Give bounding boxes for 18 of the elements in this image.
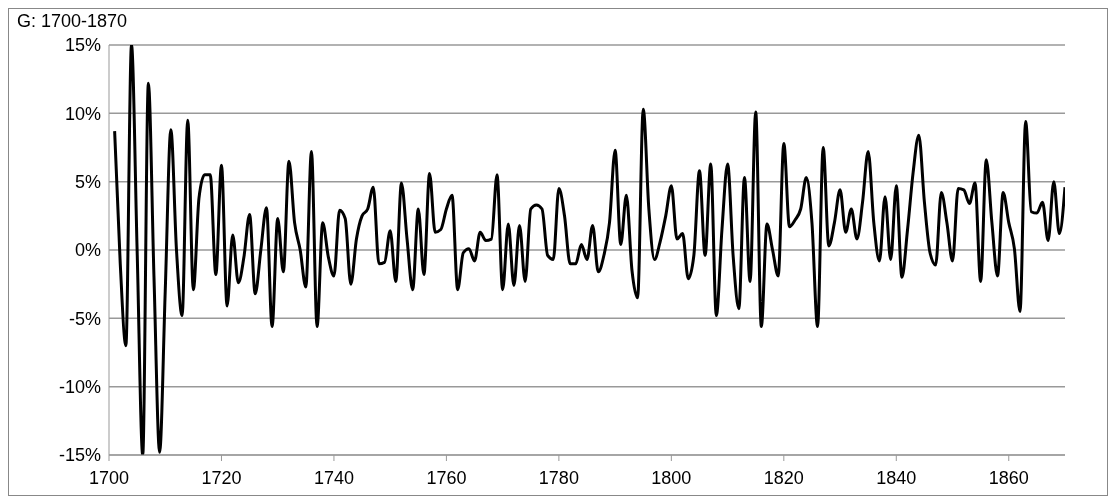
x-tick-label: 1840 [876,467,917,488]
chart-title: G: 1700-1870 [16,10,129,33]
y-tick-label: -5% [68,308,101,329]
x-tick-label: 1820 [763,467,804,488]
y-tick-label: -15% [58,445,101,466]
x-tick-label: 1740 [313,467,354,488]
y-tick-label: 0% [74,240,101,261]
x-tick-label: 1780 [538,467,579,488]
y-tick-label: -10% [58,377,101,398]
line-series [113,45,1065,455]
x-tick-label: 1760 [426,467,467,488]
y-tick-label: 15% [64,35,101,56]
y-tick-label: 5% [74,172,101,193]
x-tick-label: 1720 [201,467,242,488]
x-tick-label: 1700 [88,467,130,488]
x-tick-label: 1860 [988,467,1029,488]
y-tick-label: 10% [64,103,101,124]
x-tick-label: 1800 [651,467,692,488]
